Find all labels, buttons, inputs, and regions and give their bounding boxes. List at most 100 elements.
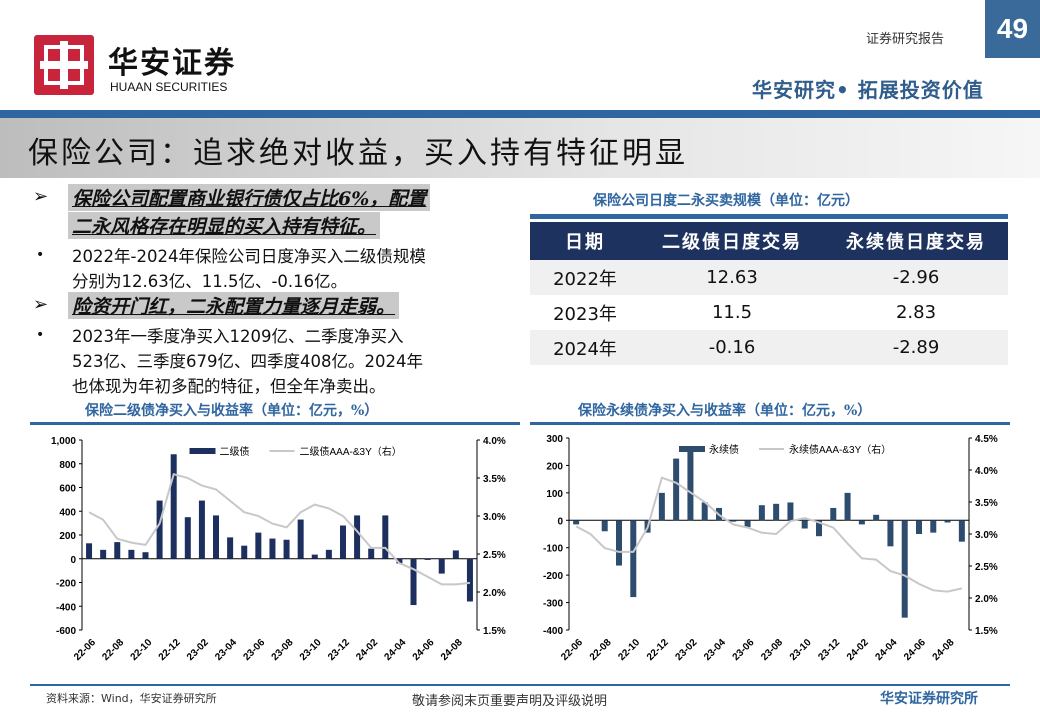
bar	[901, 520, 908, 618]
title-band	[0, 118, 1040, 178]
bar	[283, 539, 290, 559]
x-tick-label: 24-02	[354, 637, 380, 663]
cell: 11.5	[711, 302, 753, 323]
bar	[887, 520, 894, 547]
bar	[701, 502, 708, 521]
point-heading: 保险公司配置商业银行债仅占比6%，配置	[68, 184, 431, 211]
bar	[930, 520, 937, 533]
bar	[830, 507, 837, 521]
table-top-rule	[530, 214, 1008, 219]
y2-tick-label: 2.0%	[483, 588, 506, 599]
cell: -2.96	[824, 260, 1008, 295]
y2-tick-label: 3.0%	[483, 512, 506, 523]
y-tick-label: 400	[59, 507, 76, 518]
x-tick-label: 23-04	[702, 637, 728, 663]
bar	[184, 517, 191, 559]
x-tick-label: 24-04	[382, 637, 408, 663]
y-tick-label: 1,000	[51, 436, 76, 447]
bar	[630, 520, 637, 598]
bar	[673, 458, 680, 521]
y-tick-label: -100	[543, 544, 563, 555]
x-tick-label: 22-06	[72, 637, 98, 663]
table-row: 2024年 -0.16 -2.89	[530, 330, 1008, 365]
cell: 12.63	[640, 260, 824, 295]
x-tick-label: 23-08	[759, 637, 785, 663]
x-tick-label: 23-10	[298, 637, 324, 663]
x-tick-label: 24-04	[874, 637, 900, 663]
y-tick-label: 800	[59, 460, 76, 471]
bar	[744, 520, 751, 528]
table-row: 2022年 12.63 -2.96	[530, 260, 1008, 295]
footer-divider	[30, 684, 1010, 686]
y2-tick-label: 3.5%	[483, 474, 506, 485]
bar	[255, 532, 262, 559]
point-heading: 险资开门红，二永配置力量逐月走弱。	[68, 292, 400, 319]
line-series	[575, 476, 963, 593]
table-row: 2023年 11.5 2.83	[530, 295, 1008, 330]
bullet-icon: •	[36, 247, 45, 263]
body-line: 2022年-2024年保险公司日度净买入二级债规模	[72, 247, 426, 266]
chart-perpetual-bond: 300 200 100 0 -100 -200 -300 -400 4.5% 4.0% 3.5% 3.…	[530, 422, 1010, 684]
y2-tick-label: 1.5%	[483, 626, 506, 637]
y-tick-label: 100	[546, 489, 563, 500]
x-tick-label: 23-10	[788, 637, 814, 663]
bar	[858, 520, 865, 525]
legend-label: 永续债AAA-&3Y（右）	[789, 443, 891, 456]
body-line: 2023年一季度净买入1209亿、二季度净买入	[72, 327, 404, 346]
y-tick-label: 300	[546, 434, 563, 445]
line-series	[88, 472, 471, 586]
legend-label: 永续债	[709, 443, 739, 456]
bar	[339, 525, 346, 559]
y-tick-label: -200	[56, 579, 76, 590]
bar	[368, 548, 375, 559]
bar	[114, 542, 121, 559]
bar	[916, 520, 922, 534]
y-tick-label: 200	[546, 461, 563, 472]
bar	[198, 500, 205, 559]
y-tick-label: 600	[59, 484, 76, 495]
bar	[452, 550, 459, 559]
bar	[958, 520, 965, 542]
bar	[311, 554, 318, 559]
x-tick-label: 23-06	[241, 637, 267, 663]
y-tick-label: 0	[70, 555, 76, 566]
logo	[34, 35, 94, 95]
x-tick-label: 23-02	[674, 637, 700, 663]
bar	[227, 537, 234, 559]
x-tick-label: 22-10	[616, 637, 642, 663]
body-line: 也体现为年初多配的特征，但全年净卖出。	[72, 377, 386, 396]
trade-table: 日期 二级债日度交易 永续债日度交易 2022年 12.63 -2.96 2023年…	[530, 222, 1008, 365]
source-note: 资料来源：Wind，华安证券研究所	[46, 692, 217, 705]
body-line: 523亿、三季度679亿、四季度408亿。2024年	[72, 352, 423, 371]
y2-tick-label: 1.5%	[975, 626, 998, 637]
y-tick-label: -400	[543, 626, 563, 637]
bar	[382, 515, 389, 559]
page-number: 49	[985, 0, 1040, 58]
x-tick-label: 22-12	[157, 637, 183, 663]
bar	[601, 520, 608, 532]
cell: -0.16	[640, 330, 824, 365]
body-line: 分别为12.63亿、11.5亿、-0.16亿。	[72, 272, 348, 291]
y2-tick-label: 4.0%	[483, 436, 506, 447]
bar	[170, 454, 177, 559]
bar	[787, 502, 794, 521]
y-tick-label: 0	[557, 516, 563, 527]
bar	[325, 549, 332, 559]
bar	[687, 451, 694, 521]
arrow-bullet-icon: ➢	[33, 186, 49, 207]
bar	[944, 520, 951, 523]
bar	[142, 552, 149, 559]
chart-title: 保险永续债净买入与收益率（单位：亿元，%）	[578, 403, 872, 419]
x-tick-label: 22-06	[559, 637, 585, 663]
bar	[424, 558, 431, 560]
table-caption: 保险公司日度二永买卖规模（单位：亿元）	[593, 193, 859, 209]
page-title: 保险公司：追求绝对收益，买入持有特征明显	[28, 136, 688, 171]
header-cell: 日期	[530, 222, 640, 260]
bar	[156, 500, 163, 559]
x-tick-label: 24-02	[845, 637, 871, 663]
bar	[730, 520, 737, 522]
chart-tier2-bond: 1,000 800 600 400 200 0 -200 -400 -600 4.0% 3.5% 3.…	[30, 422, 520, 684]
bar	[466, 558, 473, 602]
y-tick-label: 200	[59, 531, 76, 542]
x-tick-label: 24-06	[411, 637, 437, 663]
